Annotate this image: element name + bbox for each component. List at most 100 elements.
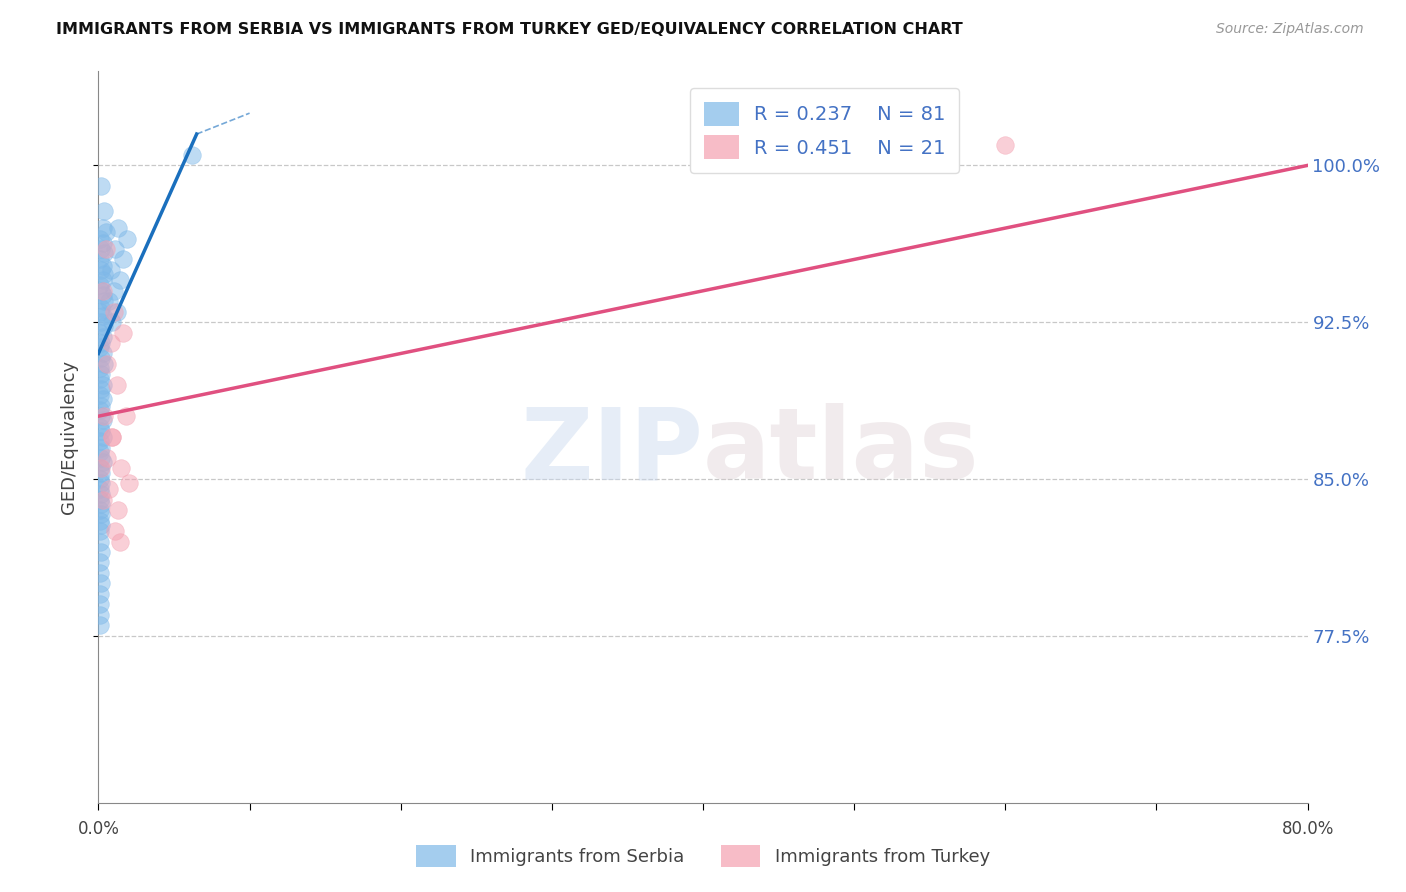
Point [93,319,115,334]
Point [994,137,1017,152]
Point [91,235,114,250]
Point [89,534,111,549]
Point [90,461,112,475]
Point [91,309,114,323]
Point [89,492,111,507]
Text: ZIP: ZIP [520,403,703,500]
Point [90,382,112,396]
Point [90,368,112,382]
Point [91,346,114,360]
Point [105,304,128,318]
Point [103,284,125,298]
Point [89,503,111,517]
Point [89,252,111,267]
Point [104,524,127,538]
Point [93,409,115,424]
Legend: Immigrants from Serbia, Immigrants from Turkey: Immigrants from Serbia, Immigrants from … [409,838,997,874]
Point [90,450,112,465]
Point [98,294,121,309]
Point [93,204,115,219]
Point [91,377,114,392]
Text: atlas: atlas [703,403,980,500]
Point [89,434,111,449]
Point [107,503,129,517]
Point [94,242,117,256]
Point [89,403,111,417]
Point [90,576,112,591]
Point [100,336,122,351]
Point [91,221,114,235]
Point [108,534,131,549]
Point [89,524,111,538]
Point [96,450,118,465]
Point [90,424,112,438]
Point [91,330,114,344]
Legend: R = 0.237    N = 81, R = 0.451    N = 21: R = 0.237 N = 81, R = 0.451 N = 21 [690,88,959,173]
Point [91,273,114,287]
Point [89,472,111,486]
Point [114,409,136,424]
Point [90,242,112,256]
Point [90,441,112,455]
Point [90,409,112,424]
Point [89,419,111,434]
Point [91,392,114,407]
Point [98,483,121,497]
Text: 80.0%: 80.0% [1281,820,1334,838]
Point [89,587,111,601]
Point [181,148,204,162]
Point [90,508,112,522]
Point [89,618,111,632]
Point [89,340,111,354]
Point [90,497,112,511]
Point [107,221,129,235]
Point [90,545,112,559]
Point [90,315,112,329]
Point [111,252,134,267]
Point [89,607,111,622]
Point [89,277,111,292]
Point [91,430,114,444]
Point [90,351,112,365]
Point [91,492,114,507]
Point [110,461,132,475]
Point [105,377,128,392]
Point [89,231,111,245]
Point [93,267,115,281]
Point [89,444,111,458]
Point [90,301,112,315]
Point [90,284,112,298]
Point [93,246,115,260]
Point [89,556,111,570]
Point [90,263,112,277]
Point [115,231,138,245]
Point [90,179,112,194]
Point [89,304,111,318]
Point [89,361,111,376]
Text: 0.0%: 0.0% [77,820,120,838]
Point [91,413,114,427]
Point [90,517,112,532]
Point [89,461,111,475]
Point [111,326,134,340]
Point [104,242,127,256]
Point [89,388,111,402]
Point [90,486,112,500]
Point [101,315,124,329]
Point [93,357,115,371]
Point [118,476,141,491]
Point [89,514,111,528]
Text: IMMIGRANTS FROM SERBIA VS IMMIGRANTS FROM TURKEY GED/EQUIVALENCY CORRELATION CHA: IMMIGRANTS FROM SERBIA VS IMMIGRANTS FRO… [56,22,963,37]
Point [91,284,114,298]
Point [90,466,112,480]
Point [91,455,114,469]
Point [90,336,112,351]
Point [103,304,125,318]
Point [91,288,114,302]
Point [101,430,124,444]
Point [94,225,117,239]
Point [93,294,115,309]
Point [89,371,111,385]
Text: Source: ZipAtlas.com: Source: ZipAtlas.com [1216,22,1364,37]
Point [108,273,131,287]
